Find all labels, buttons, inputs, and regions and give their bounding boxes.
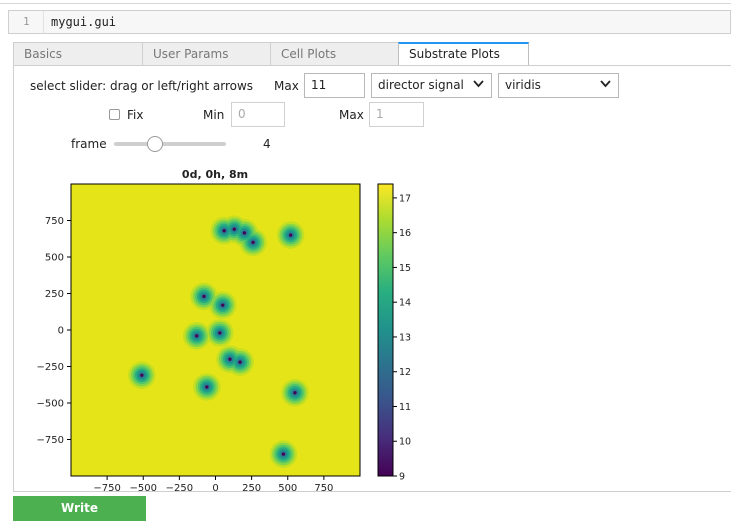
max-input[interactable]: 11 <box>304 73 365 98</box>
write-button[interactable]: Write <box>13 496 146 521</box>
tab-substrate-plots[interactable]: Substrate Plots <box>398 42 529 66</box>
min-input[interactable]: 0 <box>231 102 285 127</box>
colormap-select-value: viridis <box>505 78 541 92</box>
gutter-divider <box>43 11 44 33</box>
substrate-panel <box>13 65 731 492</box>
max2-input[interactable]: 1 <box>369 102 424 127</box>
tab-cell-plots[interactable]: Cell Plots <box>270 42 399 66</box>
frame-label: frame <box>71 137 107 151</box>
tab-label: Cell Plots <box>281 47 337 61</box>
top-divider <box>0 3 731 4</box>
tab-user-params[interactable]: User Params <box>142 42 271 66</box>
code-cell[interactable]: 1 mygui.gui <box>8 10 731 34</box>
frame-slider-track[interactable] <box>114 142 226 146</box>
min-label: Min <box>203 108 225 122</box>
field-select-value: director signal <box>378 78 464 92</box>
code-text[interactable]: mygui.gui <box>51 15 117 29</box>
tab-label: Basics <box>24 47 63 61</box>
max-label: Max <box>274 79 299 93</box>
line-number: 1 <box>23 15 30 28</box>
max2-label: Max <box>339 108 364 122</box>
fix-label: Fix <box>127 108 144 122</box>
fix-checkbox[interactable] <box>109 109 120 120</box>
field-select[interactable]: director signal <box>371 73 492 98</box>
frame-value: 4 <box>263 137 271 151</box>
tab-bar: Basics User Params Cell Plots Substrate … <box>13 42 731 66</box>
chevron-down-icon <box>473 80 484 88</box>
slider-instruction: select slider: drag or left/right arrows <box>30 79 254 93</box>
chevron-down-icon <box>600 80 611 88</box>
frame-slider-handle[interactable] <box>146 136 163 152</box>
colormap-select[interactable]: viridis <box>498 73 619 98</box>
tab-basics[interactable]: Basics <box>13 42 143 66</box>
tab-label: User Params <box>153 47 229 61</box>
tab-label: Substrate Plots <box>409 47 500 61</box>
